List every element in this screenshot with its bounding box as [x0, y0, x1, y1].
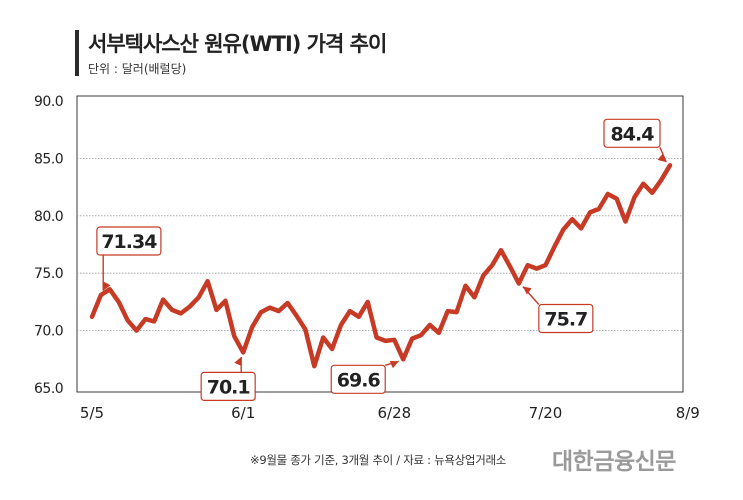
- chart-title: 서부텍사스산 원유(WTI) 가격 추이: [88, 32, 387, 56]
- data-label-callout: 75.7: [522, 286, 594, 334]
- callout-arrowhead: [389, 360, 399, 369]
- data-label-callout: 71.34: [96, 226, 162, 291]
- y-tick-label: 85.0: [34, 151, 63, 167]
- data-label-callout: 70.1: [200, 357, 256, 402]
- callout-box: [96, 226, 162, 256]
- callout-box: [200, 371, 256, 402]
- callout-arrowhead: [234, 357, 242, 366]
- y-tick-label: 80.0: [34, 209, 63, 225]
- callout-box: [603, 118, 661, 148]
- x-tick-label: 6/28: [377, 404, 411, 422]
- x-tick-label: 8/9: [676, 404, 700, 422]
- y-tick-label: 65.0: [34, 381, 63, 397]
- data-label: 75.7: [544, 309, 587, 331]
- y-tick-label: 75.0: [34, 266, 63, 282]
- plot-frame: [76, 95, 684, 393]
- callout-pointer: [659, 147, 667, 163]
- callout-arrowhead: [103, 281, 111, 291]
- footnote: ※9월물 종가 기준, 3개월 추이 / 자료 : 뉴욕상업거래소: [250, 453, 507, 467]
- y-tick-label: 70.0: [34, 324, 63, 340]
- x-tick-label: 5/5: [80, 404, 104, 422]
- data-label-callout: 84.4: [603, 118, 667, 163]
- title-accent-bar: [75, 30, 79, 76]
- series-line: [89, 163, 673, 369]
- data-label: 70.1: [207, 376, 250, 398]
- x-tick-label: 7/20: [529, 404, 563, 422]
- callout-box: [330, 364, 386, 394]
- chart-unit: 단위 : 달러(배럴당): [88, 62, 187, 76]
- data-label: 71.34: [101, 231, 157, 253]
- data-label: 84.4: [611, 123, 655, 145]
- data-label-callout: 69.6: [330, 360, 399, 394]
- callout-arrowhead: [657, 153, 667, 163]
- callout-box: [538, 303, 594, 334]
- x-tick-label: 6/1: [231, 404, 255, 422]
- data-label: 69.6: [337, 369, 381, 391]
- publisher-logo: 대한금융신문: [552, 449, 676, 475]
- y-tick-label: 90.0: [34, 94, 63, 110]
- callout-arrowhead: [522, 286, 532, 295]
